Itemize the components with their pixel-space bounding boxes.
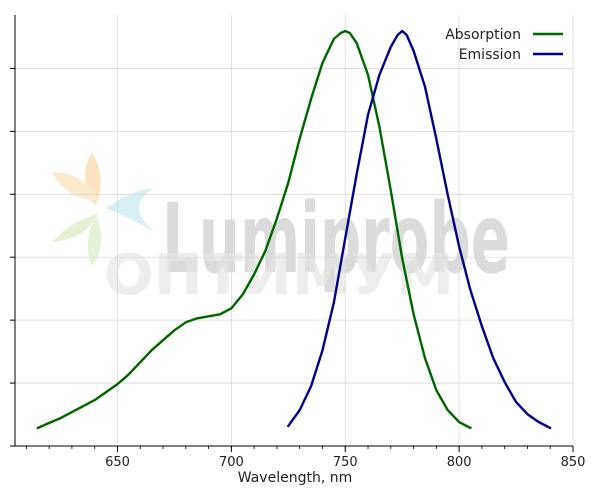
series-line-emission <box>287 29 552 430</box>
x-tick-label: 850 <box>561 455 586 470</box>
x-tick-label: 800 <box>447 455 472 470</box>
x-tick-label: 650 <box>105 455 130 470</box>
axes: 650 700 750 800 850 <box>10 15 585 470</box>
legend-label-absorption: Absorption <box>445 27 521 43</box>
lumiprobe-watermark: Lumiprobe ОПТИМУМ <box>52 152 510 308</box>
lumiprobe-logo-icon <box>52 152 154 266</box>
series-layer <box>36 29 552 430</box>
x-axis-label: Wavelength, nm <box>238 470 352 486</box>
legend: Absorption Emission <box>445 27 563 63</box>
series-line-absorption <box>36 29 472 430</box>
legend-label-emission: Emission <box>459 47 521 63</box>
x-tick-label: 700 <box>219 455 244 470</box>
x-tick-label: 750 <box>333 455 358 470</box>
watermark-subbrand: ОПТИМУМ <box>104 243 454 308</box>
watermark-brand: Lumiprobe <box>162 183 510 295</box>
